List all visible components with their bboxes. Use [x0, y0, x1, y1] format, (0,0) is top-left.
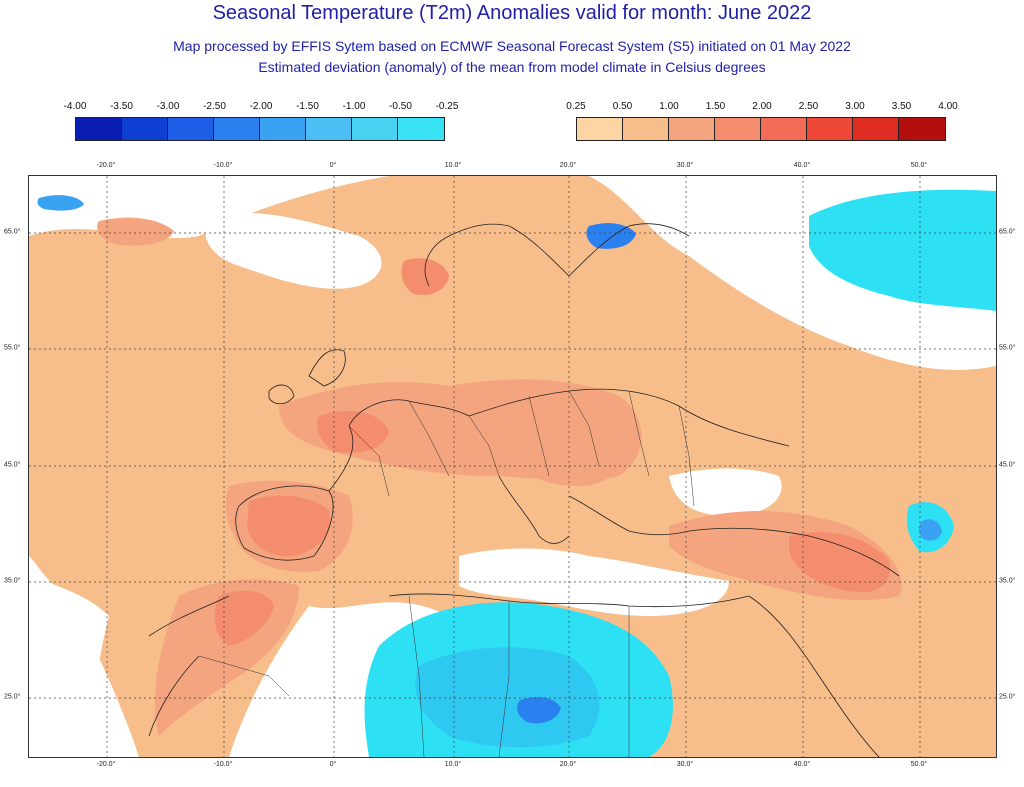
cool-anomaly-libya-deep: [517, 696, 561, 724]
colorbar-negative-swatch: [398, 118, 444, 140]
cool-anomaly-russia-north: [809, 189, 996, 311]
strong-warm-norway: [401, 258, 449, 296]
longitude-tick-label: -20.0°: [96, 761, 116, 768]
longitude-tick-label: 10.0°: [444, 162, 462, 169]
colorbar-positive-swatch: [761, 118, 807, 140]
cool-anomaly-caspian-deep: [919, 519, 942, 541]
colorbar-negative-swatch: [306, 118, 352, 140]
colorbar-negative-swatch: [352, 118, 398, 140]
longitude-tick-label: 40.0°: [793, 162, 811, 169]
colorbar-negative-label: -2.00: [249, 101, 273, 112]
map-subtitle-units: Estimated deviation (anomaly) of the mea…: [258, 59, 766, 75]
longitude-tick-label: 40.0°: [793, 761, 811, 768]
latitude-tick-label: 55.0°: [999, 344, 1016, 352]
colorbar-positive-swatch: [577, 118, 623, 140]
latitude-tick-label: 55.0°: [4, 344, 21, 352]
colorbar-positive-swatch: [807, 118, 853, 140]
longitude-tick-label: 30.0°: [676, 162, 694, 169]
latitude-tick-label: 45.0°: [4, 461, 21, 469]
colorbar-negative-label: -0.50: [389, 101, 412, 112]
strong-warm-iberia: [247, 495, 330, 557]
colorbar-negative-label: -1.50: [296, 101, 319, 112]
colorbar-positive-swatch: [623, 118, 669, 140]
colorbar-positive: [576, 117, 946, 141]
longitude-tick-label: -10.0°: [213, 162, 233, 169]
colorbar-negative-swatch: [260, 118, 306, 140]
country-borders: [198, 390, 695, 757]
colorbar-positive-label: 2.00: [752, 101, 772, 112]
neutral-zone-north: [205, 212, 382, 289]
anomaly-map: [28, 175, 997, 758]
colorbar-negative-label: -3.00: [156, 101, 180, 112]
colorbar-negative-swatch: [76, 118, 122, 140]
strong-warm-morocco: [214, 590, 274, 646]
colorbar-positive-swatch: [899, 118, 945, 140]
colorbar-negative-label: -1.00: [342, 101, 366, 112]
colorbar-negative-swatch: [214, 118, 260, 140]
strong-warm-iceland: [97, 217, 174, 246]
colorbar-positive-label: 1.50: [705, 101, 726, 112]
map-subtitle-processing: Map processed by EFFIS Sytem based on EC…: [173, 38, 851, 54]
longitude-tick-label: 20.0°: [559, 162, 577, 169]
colorbar-negative-label: -2.50: [203, 101, 226, 112]
latitude-tick-label: 35.0°: [4, 577, 21, 585]
latitude-tick-label: 65.0°: [4, 228, 21, 236]
colorbar-positive-swatch: [715, 118, 761, 140]
longitude-tick-label: 50.0°: [910, 761, 928, 768]
latitude-tick-label: 65.0°: [999, 228, 1016, 236]
colorbar-positive-label: 3.50: [891, 101, 912, 112]
colorbar-positive-label: 4.00: [938, 101, 958, 112]
latitude-tick-label: 45.0°: [999, 461, 1016, 469]
strong-warm-eastern-turkey: [789, 532, 890, 593]
colorbar-negative-label: -3.50: [110, 101, 133, 112]
map-title: Seasonal Temperature (T2m) Anomalies val…: [212, 2, 812, 24]
neutral-zone-west-africa-coast: [29, 576, 109, 757]
colorbar-positive-label: 1.00: [659, 101, 679, 112]
colorbar-positive-swatch: [669, 118, 715, 140]
longitude-tick-label: 0°: [329, 162, 337, 169]
cool-anomaly-greenland-sea: [37, 195, 84, 211]
colorbar-negative-label: -0.25: [435, 101, 459, 112]
latitude-tick-label: 25.0°: [999, 693, 1016, 701]
longitude-tick-label: 50.0°: [910, 162, 928, 169]
graticule: [29, 176, 996, 757]
strong-warm-france: [317, 411, 389, 453]
longitude-tick-label: -20.0°: [96, 162, 116, 169]
colorbar-positive-label: 3.00: [845, 101, 865, 112]
colorbar-positive-label: 0.25: [566, 101, 586, 112]
colorbar-negative: [75, 117, 445, 141]
longitude-tick-label: 20.0°: [559, 761, 577, 768]
colorbar-positive-label: 0.50: [612, 101, 633, 112]
colorbar-negative-swatch: [168, 118, 214, 140]
colorbar-positive-label: 2.50: [798, 101, 819, 112]
longitude-tick-label: 10.0°: [444, 761, 462, 768]
latitude-tick-label: 25.0°: [4, 693, 21, 701]
map-canvas: [29, 176, 996, 757]
colorbar-positive-swatch: [853, 118, 899, 140]
cool-anomaly-lapland: [586, 223, 636, 249]
longitude-tick-label: -10.0°: [213, 761, 233, 768]
colorbar-negative-swatch: [122, 118, 168, 140]
cool-anomaly-sahara-core: [415, 647, 600, 748]
coastlines: [148, 223, 900, 757]
neutral-zone-black-sea: [669, 468, 782, 516]
latitude-tick-label: 35.0°: [999, 577, 1016, 585]
colorbar-negative-label: -4.00: [63, 101, 87, 112]
longitude-tick-label: 0°: [329, 761, 337, 768]
longitude-tick-label: 30.0°: [676, 761, 694, 768]
